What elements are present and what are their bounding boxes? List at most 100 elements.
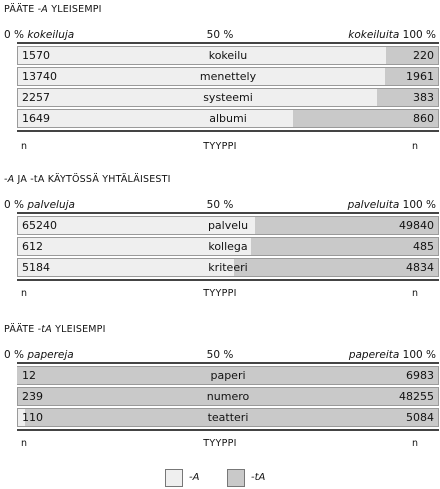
count-a: 612 <box>22 240 43 253</box>
count-ta: 485 <box>413 240 434 253</box>
footer-left: n <box>21 288 28 299</box>
count-ta: 48255 <box>399 390 434 403</box>
count-ta: 4834 <box>406 261 434 274</box>
bar-ta-albumi <box>293 109 439 128</box>
count-a: 5184 <box>22 261 50 274</box>
bar-row-albumi: 1649 albumi 860 <box>17 109 439 128</box>
bar-ta-kollega <box>251 237 439 256</box>
scale-mid: 50 % <box>206 349 234 361</box>
scale-left-pct: 0 % <box>4 199 24 211</box>
footer-left: n <box>21 141 28 152</box>
bar-row-paperi: 12 paperi 6983 <box>16 366 439 385</box>
count-ta: 49840 <box>399 219 434 232</box>
bar-ta-menettely <box>385 67 439 86</box>
scale-right-pct: 100 % <box>402 199 436 211</box>
panel-scale: 0 % kokeiluja 50 % kokeiluita 100 % <box>0 29 440 43</box>
bar-row-kriteeri: 5184 kriteeri 4834 <box>17 258 439 277</box>
bar-a-albumi <box>17 109 296 128</box>
panel-scale: 0 % palveluja 50 % palveluita 100 % <box>0 199 440 213</box>
footer-left: n <box>21 438 28 449</box>
scale-right: papereita 100 % <box>349 349 436 361</box>
count-a: 65240 <box>22 219 57 232</box>
row-word: teatteri <box>207 411 249 424</box>
count-ta: 6983 <box>406 369 434 382</box>
panel-title: PÄÄTE -A YLEISEMPI <box>4 4 102 15</box>
scale-left: 0 % palveluja <box>4 199 75 211</box>
bar-row-numero: 239 numero 48255 <box>17 387 439 406</box>
scale-mid: 50 % <box>206 199 234 211</box>
count-a: 1649 <box>22 112 50 125</box>
panel-title-suffix: JA -tA KÄYTÖSSÄ YHTÄLÄISESTI <box>14 174 171 185</box>
count-ta: 220 <box>413 49 434 62</box>
bar-row-systeemi: 2257 systeemi 383 <box>17 88 439 107</box>
count-a: 2257 <box>22 91 50 104</box>
panel-title-ending: -tA <box>37 324 52 335</box>
row-word: paperi <box>210 369 246 382</box>
scale-left: 0 % papereja <box>4 349 74 361</box>
count-a: 13740 <box>22 70 57 83</box>
panel-title-prefix: PÄÄTE <box>4 4 38 15</box>
bar-row-teatteri: 110 teatteri 5084 <box>17 408 439 427</box>
bar-a-systeemi <box>17 88 379 107</box>
bar-a-teatteri <box>17 408 27 427</box>
panel-title-suffix: YLEISEMPI <box>51 324 106 335</box>
scale-left-pct: 0 % <box>4 349 24 361</box>
footer-mid: TYYPPI <box>203 288 237 299</box>
count-ta: 860 <box>413 112 434 125</box>
bar-row-kollega: 612 kollega 485 <box>17 237 439 256</box>
bar-a-kriteeri <box>17 258 237 277</box>
panel-title: -A JA -tA KÄYTÖSSÄ YHTÄLÄISESTI <box>4 174 171 185</box>
row-word: kokeilu <box>208 49 248 62</box>
bar-row-palvelu: 65240 palvelu 49840 <box>17 216 439 235</box>
scale-right: palveluita 100 % <box>348 199 436 211</box>
scale-left: 0 % kokeiluja <box>4 29 74 41</box>
bar-ta-kriteeri <box>234 258 439 277</box>
bar-ta-paperi <box>16 366 439 385</box>
legend-swatch <box>165 469 183 487</box>
bar-a-menettely <box>17 67 388 86</box>
count-ta: 383 <box>413 91 434 104</box>
row-word: palvelu <box>207 219 249 232</box>
scale-left-word: papereja <box>27 349 74 361</box>
scale-left-word: palveluja <box>27 199 75 211</box>
legend-label: -A <box>189 472 200 483</box>
scale-right: kokeiluita 100 % <box>348 29 436 41</box>
legend-swatch <box>227 469 245 487</box>
panel-rows: 65240 palvelu 49840 612 kollega 485 5184 kritee… <box>17 212 439 281</box>
bar-row-kokeilu: 1570 kokeilu 220 <box>17 46 439 65</box>
panel-title-prefix: PÄÄTE <box>4 324 38 335</box>
count-ta: 5084 <box>406 411 434 424</box>
panel-title-ending: -A <box>4 174 15 185</box>
panel-title: PÄÄTE -tA YLEISEMPI <box>4 324 106 335</box>
scale-right-word: palveluita <box>347 199 400 211</box>
row-word: systeemi <box>203 91 253 104</box>
bar-ta-kokeilu <box>386 46 439 65</box>
bar-a-kokeilu <box>17 46 389 65</box>
panel-title-ending: -A <box>37 4 48 15</box>
footer-right: n <box>411 438 418 449</box>
bar-ta-systeemi <box>376 88 439 107</box>
scale-left-word: kokeiluja <box>27 29 75 41</box>
legend: -A -tA <box>0 469 440 487</box>
row-word: kriteeri <box>208 261 248 274</box>
footer-mid: TYYPPI <box>203 141 237 152</box>
panel-title-suffix: YLEISEMPI <box>48 4 102 15</box>
panel-rows: 12 paperi 6983 239 numero 48255 110 teatteri 508… <box>16 362 439 431</box>
scale-mid: 50 % <box>206 29 234 41</box>
bar-a-palvelu <box>17 216 258 235</box>
row-word: kollega <box>208 240 248 253</box>
footer-right: n <box>411 141 418 152</box>
footer-right: n <box>411 288 418 299</box>
panel-scale: 0 % papereja 50 % papereita 100 % <box>0 349 440 363</box>
scale-left-pct: 0 % <box>4 29 24 41</box>
footer-mid: TYYPPI <box>203 438 237 449</box>
count-a: 239 <box>22 390 43 403</box>
bar-a-kollega <box>17 237 254 256</box>
scale-right-pct: 100 % <box>402 349 436 361</box>
row-word: menettely <box>199 70 257 83</box>
row-word: albumi <box>209 112 247 125</box>
panel-rows: 1570 kokeilu 220 13740 menettely 1961 2257 syst… <box>17 42 439 132</box>
count-a: 110 <box>22 411 43 424</box>
count-a: 1570 <box>22 49 50 62</box>
scale-right-word: papereita <box>348 349 400 361</box>
